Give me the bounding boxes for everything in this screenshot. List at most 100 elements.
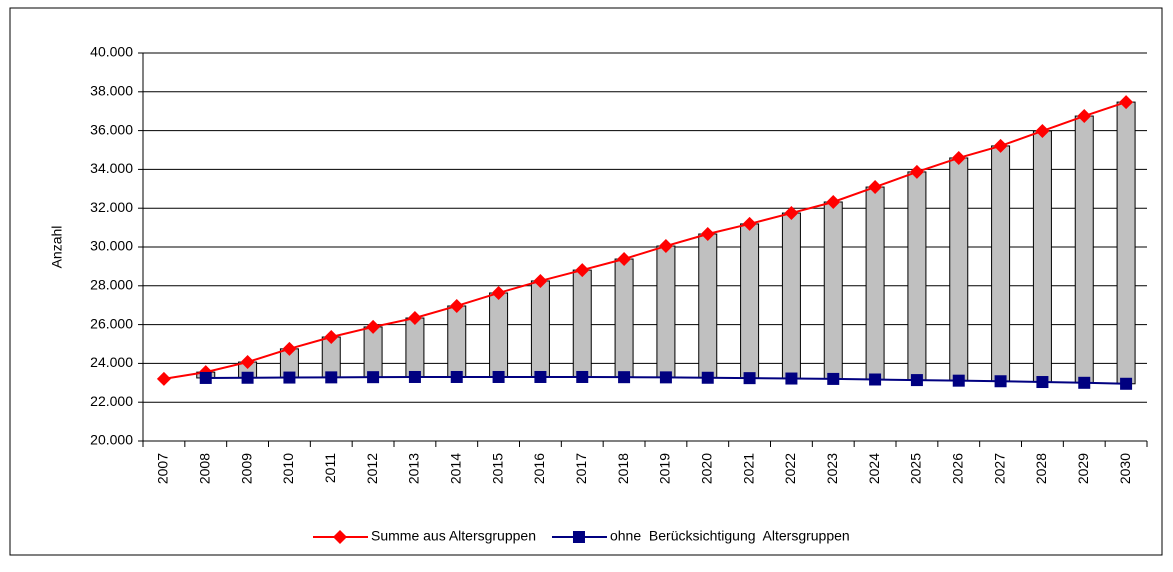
data-point: [617, 252, 632, 267]
series-line: [163, 101, 1127, 380]
data-point: [407, 311, 422, 326]
x-tick-label: 2010: [280, 453, 296, 484]
x-tick-label: 2015: [489, 453, 505, 484]
data-point: [951, 150, 966, 165]
data-point: [1036, 376, 1049, 389]
data-point: [658, 239, 673, 254]
data-point: [785, 372, 798, 385]
legend-marker: [333, 530, 347, 544]
y-tick-label: 36.000: [90, 121, 133, 137]
x-tick-label: 2018: [615, 453, 631, 484]
data-point: [491, 285, 506, 300]
up-down-bar: [907, 171, 927, 381]
x-tick-label: 2020: [698, 453, 714, 484]
x-tick-label: 2025: [908, 453, 924, 484]
y-tick-label: 32.000: [90, 199, 133, 215]
x-tick-label: 2013: [406, 453, 422, 484]
data-point: [533, 273, 548, 288]
data-point: [869, 373, 882, 386]
legend-label: ohne Berücksichtigung Altersgruppen: [610, 528, 850, 544]
up-down-bar: [656, 245, 676, 378]
data-point: [700, 227, 715, 242]
up-down-bar: [823, 201, 843, 380]
x-tick-label: 2011: [322, 453, 338, 483]
data-point: [742, 216, 757, 231]
data-point: [240, 355, 255, 370]
chart-frame: [9, 7, 1163, 556]
data-point: [952, 374, 965, 387]
data-point: [366, 319, 381, 334]
x-tick-label: 2024: [866, 453, 882, 484]
data-point: [826, 194, 841, 209]
x-tick-label: 2009: [238, 453, 254, 484]
x-tick-label: 2029: [1075, 453, 1091, 484]
x-tick-label: 2014: [447, 453, 463, 484]
up-down-bar: [363, 326, 383, 378]
up-down-bar: [405, 317, 425, 378]
legend-label: Summe aus Altersgruppen: [371, 528, 536, 544]
y-tick-label: 24.000: [90, 354, 133, 370]
data-point: [324, 330, 339, 345]
x-tick-label: 2016: [531, 453, 547, 484]
up-down-bar: [530, 280, 550, 378]
up-down-bar: [698, 233, 718, 379]
y-tick-label: 26.000: [90, 315, 133, 331]
data-point: [367, 371, 380, 384]
data-point: [575, 263, 590, 278]
data-point: [743, 372, 756, 385]
up-down-bar: [489, 292, 509, 378]
data-point: [784, 206, 799, 221]
x-tick-label: 2023: [824, 453, 840, 484]
y-tick-label: 40.000: [90, 44, 133, 60]
x-tick-label: 2022: [782, 453, 798, 484]
data-point: [282, 341, 297, 356]
y-tick-label: 30.000: [90, 238, 133, 254]
y-axis-label: Anzahl: [49, 226, 65, 269]
data-point: [449, 298, 464, 313]
up-down-bar: [1074, 115, 1094, 384]
legend-marker: [572, 531, 585, 543]
data-point: [1078, 376, 1091, 389]
up-down-bar: [1032, 130, 1052, 383]
up-down-bar: [991, 145, 1011, 382]
data-point: [1119, 95, 1134, 110]
data-point: [993, 138, 1008, 153]
up-down-bar: [447, 305, 467, 378]
x-tick-label: 2027: [991, 453, 1007, 484]
data-point: [156, 371, 171, 386]
y-tick-label: 38.000: [90, 83, 133, 99]
data-point: [492, 370, 505, 383]
up-down-bar: [614, 258, 634, 378]
y-tick-label: 22.000: [90, 393, 133, 409]
x-tick-label: 2019: [657, 453, 673, 484]
x-tick-label: 2026: [949, 453, 965, 484]
x-tick-label: 2017: [573, 453, 589, 484]
data-point: [909, 164, 924, 179]
data-point: [618, 371, 631, 384]
data-point: [534, 370, 547, 383]
data-point: [827, 372, 840, 385]
x-tick-label: 2021: [740, 453, 756, 484]
data-point: [408, 370, 421, 383]
x-tick-label: 2012: [364, 453, 380, 484]
data-point: [199, 371, 212, 384]
data-point: [241, 371, 254, 384]
data-point: [576, 370, 589, 383]
x-tick-label: 2007: [155, 453, 171, 484]
data-point: [1035, 123, 1050, 138]
up-down-bar: [781, 212, 801, 380]
up-down-bar: [865, 186, 885, 381]
x-tick-label: 2008: [196, 453, 212, 484]
data-point: [325, 371, 338, 384]
x-tick-label: 2030: [1117, 453, 1133, 484]
x-tick-label: 2028: [1033, 453, 1049, 484]
data-point: [994, 375, 1007, 388]
up-down-bar: [1116, 101, 1136, 385]
y-tick-label: 28.000: [90, 277, 133, 293]
data-point: [910, 374, 923, 387]
data-point: [659, 371, 672, 384]
y-tick-label: 34.000: [90, 160, 133, 176]
data-point: [283, 371, 296, 384]
